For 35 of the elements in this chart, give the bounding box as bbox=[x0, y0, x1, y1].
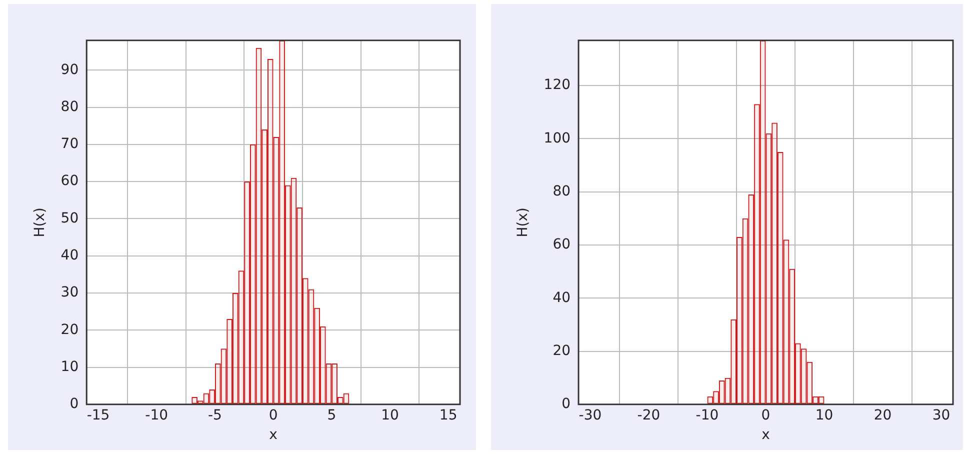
x-tick-label: 10 bbox=[815, 407, 834, 424]
x-tick-label: 5 bbox=[327, 407, 336, 424]
y-tick-label: 90 bbox=[60, 62, 79, 78]
y-tick-label: 120 bbox=[544, 77, 571, 94]
y-tick-label: 50 bbox=[60, 210, 79, 226]
x-tick-label: 10 bbox=[381, 407, 399, 424]
y-axis-title: H(x) bbox=[515, 208, 532, 238]
x-tick-label: -5 bbox=[208, 407, 222, 424]
x-axis-title: x bbox=[269, 427, 278, 444]
x-tick-label: 15 bbox=[439, 407, 458, 424]
x-axis-title: x bbox=[762, 427, 770, 444]
y-tick-label: 80 bbox=[552, 183, 571, 200]
y-tick-label: 60 bbox=[552, 236, 571, 253]
y-tick-label: 0 bbox=[562, 396, 571, 412]
y-tick-label: 60 bbox=[60, 173, 79, 190]
y-tick-label: 80 bbox=[60, 98, 79, 115]
y-tick-label: 70 bbox=[60, 136, 79, 152]
y-tick-label: 40 bbox=[552, 290, 571, 306]
y-tick-label: 100 bbox=[544, 130, 571, 146]
x-tick-label: -30 bbox=[578, 407, 602, 424]
x-tick-label: -15 bbox=[86, 407, 110, 424]
x-tick-label: 20 bbox=[874, 407, 892, 424]
y-tick-label: 0 bbox=[70, 396, 79, 412]
x-tick-label: -10 bbox=[145, 407, 168, 424]
y-tick-label: 30 bbox=[60, 284, 79, 301]
y-axis-title: H(x) bbox=[32, 208, 48, 238]
x-tick-label: 30 bbox=[932, 407, 950, 424]
x-tick-label: 0 bbox=[268, 407, 278, 424]
y-tick-label: 20 bbox=[60, 322, 79, 338]
x-tick-label: 0 bbox=[761, 407, 770, 424]
y-tick-label: 20 bbox=[552, 342, 571, 359]
x-tick-label: -20 bbox=[637, 407, 660, 424]
y-tick-label: 10 bbox=[60, 358, 79, 375]
y-tick-label: 40 bbox=[60, 247, 79, 264]
x-tick-label: -10 bbox=[696, 407, 719, 424]
